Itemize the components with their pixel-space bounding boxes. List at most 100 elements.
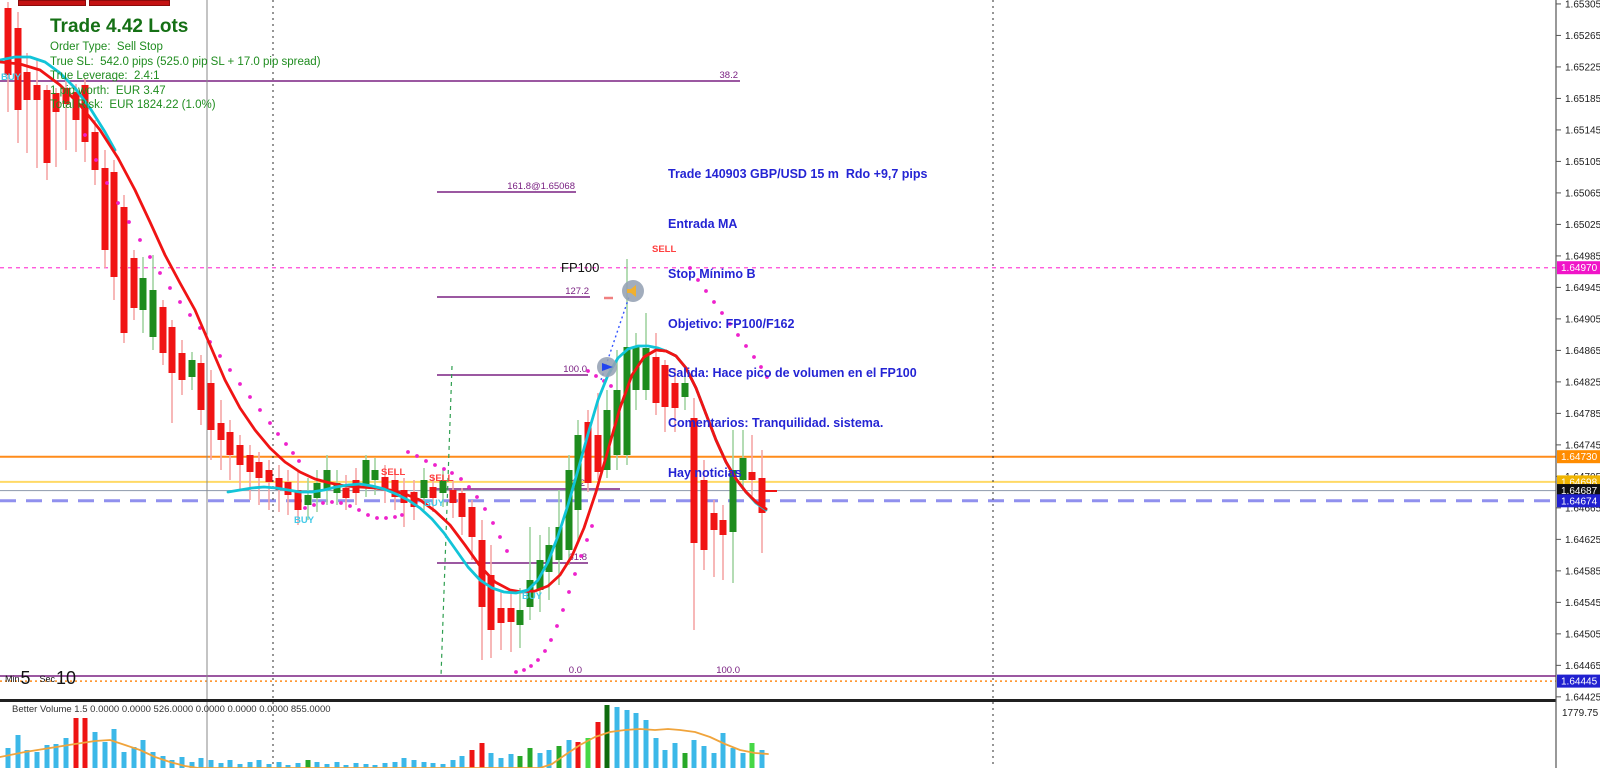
candle-body [729,470,737,532]
sar-dot [158,271,162,275]
candle-body [381,477,389,490]
candle-body [478,540,486,607]
volume-bar [314,762,320,768]
candle-body [284,482,292,495]
volume-bar [749,743,755,768]
sar-dot [549,638,553,642]
volume-bar [382,763,388,768]
sar-dot [696,278,700,282]
candle-body [255,462,263,478]
sar-dot [586,369,590,373]
sar-dot [415,454,419,458]
buy-signal-label: BUY [522,591,543,602]
sar-dot [105,181,109,185]
axis-price-badge: 1.64445 [1557,674,1600,688]
sar-dot [321,501,325,505]
sar-dot [384,516,388,520]
candle-body [23,72,31,100]
axis-price-label: 1.64665 [1565,503,1600,514]
svg-text:1.64445: 1.64445 [1561,677,1598,688]
top-red-button-2[interactable] [89,0,170,6]
volume-bar [334,762,340,768]
candle-body [690,418,698,543]
trade-risk-panel: Trade 4.42 Lots Order Type: Sell Stop Tr… [50,16,321,113]
candle-body [149,290,157,337]
sar-dot [561,608,565,612]
sar-dot [609,384,613,388]
volume-bar [759,750,765,768]
volume-bar [179,757,185,768]
candle-body [323,470,331,490]
top-red-button-1[interactable] [18,0,86,6]
candle-body [101,168,109,250]
volume-bar [691,740,697,768]
volume-bar [266,764,272,768]
better-volume-indicator-header: Better Volume 1.5 0.0000 0.0000 526.0000… [12,704,331,715]
candle-body [342,488,350,498]
volume-bar [198,758,204,768]
volume-bar [324,764,330,768]
axis-price-label: 1.65025 [1565,220,1600,231]
note-line-3: Stop Mínimo B [668,266,756,281]
sar-dot [127,220,131,224]
volume-ma-line [0,728,769,768]
note-line-5: Salida: Hace pico de volumen en el FP100 [668,366,917,381]
candle-body [72,92,80,120]
sar-dot [728,322,732,326]
sar-dot [536,658,540,662]
volume-bar [566,740,572,768]
volume-bar [44,745,50,768]
trade-arrow-icon[interactable] [597,357,617,377]
timer-sec-value: 10 [56,668,77,688]
candle-body [468,507,476,537]
sar-dot [284,442,288,446]
sar-dot [268,421,272,425]
volume-bar [63,738,69,768]
sar-dot [433,463,437,467]
buy-signal-label: BUY [1,72,22,83]
candle-body [391,480,399,497]
timer-min-value: 5 [20,668,31,688]
volume-bar [363,764,369,768]
buy-signal-label: BUY [294,515,315,526]
svg-text:1.64687: 1.64687 [1561,486,1598,497]
candle-body [429,487,437,498]
axis-price-label: 1.64425 [1565,692,1600,703]
sar-dot [312,503,316,507]
volume-bar [140,740,146,768]
sound-alert-icon[interactable] [622,280,644,302]
volume-bar [353,763,359,768]
volume-bar [440,764,446,768]
volume-bar [401,758,407,768]
candle-body [188,360,196,377]
sar-dot [498,535,502,539]
sar-dot [218,354,222,358]
sar-dot [594,374,598,378]
candle-body [91,132,99,170]
svg-text:1.64674: 1.64674 [1561,496,1598,507]
sar-dot [759,365,763,369]
sar-dot [258,408,262,412]
candle-body [14,28,22,110]
volume-bar [517,756,523,768]
sar-dot [467,485,471,489]
volume-bar [276,762,282,768]
axis-price-label: 1.65265 [1565,31,1600,42]
candle-body [507,608,515,622]
volume-bar [720,733,726,768]
sar-dot [138,238,142,242]
sell-signal-label: SELL [429,473,453,484]
candle-body [565,470,573,550]
candle-body [207,383,215,430]
sar-dot [83,133,87,137]
axis-price-badge: 1.64674 [1557,494,1600,508]
sar-dot [529,664,533,668]
candle-body [43,90,51,163]
volume-bar [53,744,59,768]
candle-body [623,347,631,455]
candle-body [420,480,428,498]
volume-bar [92,732,98,768]
volume-bar [459,756,465,768]
volume-bar [392,762,398,768]
